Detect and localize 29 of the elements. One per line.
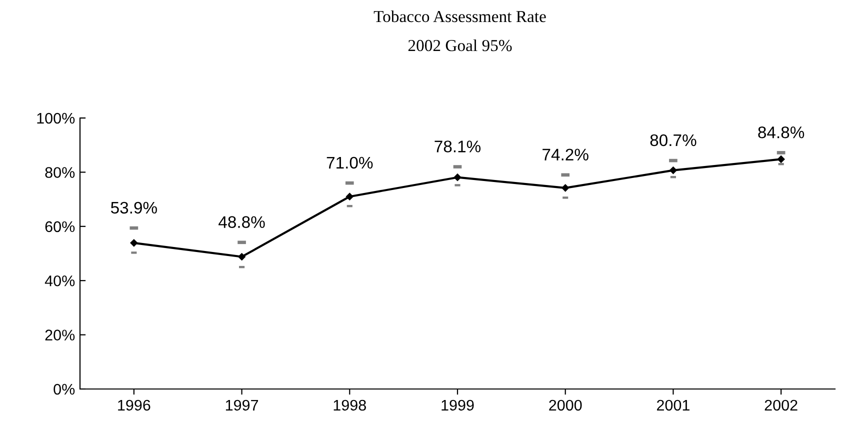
x-tick-label: 1998	[334, 400, 366, 411]
y-tick-label: 0%	[54, 384, 75, 395]
x-tick-label: 2000	[549, 400, 582, 411]
data-label: 48.8%	[218, 216, 265, 228]
data-label: 71.0%	[326, 156, 373, 169]
point	[670, 166, 677, 174]
y-tick-label: 100%	[37, 112, 75, 124]
data-label: 84.8%	[758, 126, 804, 138]
point	[238, 253, 246, 260]
y-tick-label: 20%	[45, 330, 75, 340]
y-tick-label: 60%	[45, 221, 75, 232]
x-tick-label: 1999	[442, 400, 474, 411]
chart-title: Tobacco Assessment Rate	[374, 10, 546, 22]
point	[346, 192, 354, 200]
point	[130, 239, 138, 247]
data-label: 53.9%	[110, 202, 157, 214]
data-label: 80.7%	[650, 134, 696, 146]
y-tick-label: 80%	[45, 167, 75, 178]
x-tick-label: 2002	[764, 400, 798, 411]
y-tick-label: 40%	[44, 275, 75, 286]
x-tick-label: 2001	[656, 400, 690, 411]
data-label: 74.2%	[542, 148, 588, 160]
point	[454, 174, 462, 181]
data-label: 78.1%	[434, 140, 481, 152]
x-tick-label: 1996	[118, 400, 150, 411]
point	[777, 156, 785, 163]
chart-subtitle: 2002 Goal 95%	[408, 39, 512, 52]
x-tick-label: 1997	[226, 400, 258, 411]
point	[562, 184, 569, 192]
